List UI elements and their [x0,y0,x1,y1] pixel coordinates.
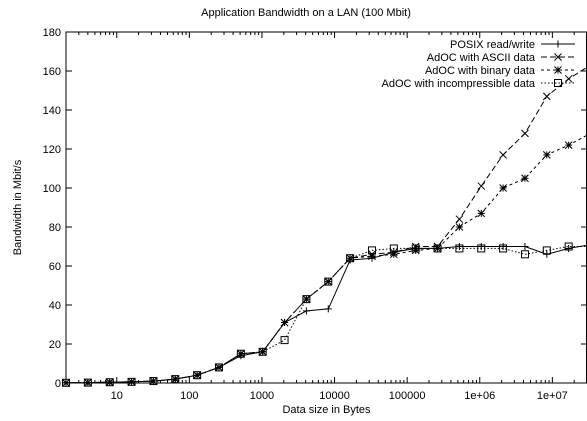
data-point [411,244,420,253]
series-1 [62,243,587,387]
data-point [564,74,573,83]
data-point [499,184,507,192]
series-line [65,66,587,384]
data-point [280,336,289,345]
data-point [62,378,70,387]
y-tick-label: 60 [49,261,61,273]
data-point [302,307,310,315]
x-tick-label: 1e+06 [464,390,495,402]
data-point [62,378,70,387]
data-point [346,254,355,263]
series-line [65,246,587,384]
data-point [554,79,562,87]
data-point [477,209,486,218]
data-point [521,129,529,138]
data-point [236,349,245,358]
data-point [521,174,529,183]
data-point [324,305,332,313]
y-tick-label: 20 [49,339,61,351]
x-tick-label: 1e+07 [537,390,568,402]
data-point [499,150,507,159]
data-point [324,277,333,286]
data-point [455,223,464,231]
series-2 [62,61,587,387]
series-line [65,244,587,384]
data-point [258,347,267,356]
data-point [455,243,463,250]
y-axis-title: Bandwidth in Mbit/s [12,159,24,255]
data-point [149,377,158,385]
y-tick-label: 80 [49,222,61,234]
data-point [542,150,551,159]
series-3 [62,129,587,387]
legend-label: AdOC with ASCII data [427,52,536,64]
y-tick-label: 100 [43,183,61,195]
data-point [542,92,551,101]
data-point [302,295,311,304]
chart-title: Application Bandwidth on a LAN (100 Mbit… [201,7,411,19]
x-tick-label: 1000 [250,390,274,402]
data-point [105,378,114,387]
y-axis: 0 20 40 60 80 100 120 140 160 180 [43,27,587,390]
x-tick-label: 100000 [389,390,426,402]
data-point [554,66,562,74]
data-point [521,243,529,250]
data-point [542,246,551,255]
legend-label: AdOC with incompressible data [382,78,536,90]
data-point [455,244,464,253]
data-point [193,371,201,380]
data-point [236,349,245,358]
data-point [389,250,398,259]
data-point [477,243,485,250]
legend-label: POSIX read/write [450,39,535,51]
data-point [389,244,398,253]
y-tick-label: 0 [55,378,61,390]
data-point [280,318,289,327]
data-point [367,246,376,255]
data-point [477,182,486,190]
data-point [127,377,136,386]
data-point [499,243,507,250]
y-tick-label: 140 [43,105,61,117]
data-point [554,40,562,48]
data-point [105,378,114,387]
x-axis: 10 100 1000 10000 100000 1e+06 1e+07 [65,32,587,402]
data-point [193,371,202,380]
data-point [368,252,376,261]
y-tick-label: 40 [49,300,61,312]
legend-label: AdOC with binary data [425,65,536,77]
data-point [455,215,464,224]
y-tick-label: 120 [43,144,61,156]
series-line [65,134,587,384]
y-tick-label: 180 [43,27,61,39]
data-point [433,244,442,253]
data-point [411,246,420,255]
x-tick-label: 10 [111,390,123,402]
data-point [83,378,92,387]
data-point [499,244,508,253]
x-tick-label: 10000 [319,390,350,402]
data-point [565,244,573,252]
y-tick-label: 160 [43,66,61,78]
data-point [520,250,529,259]
data-point [127,377,136,386]
x-tick-label: 100 [180,390,198,402]
data-point [171,375,180,384]
series-layer [62,61,587,387]
data-point [564,242,573,251]
data-point [433,244,442,253]
data-point [564,141,573,149]
data-point [477,244,486,253]
data-point [554,53,562,61]
data-point [258,347,267,356]
data-point [214,363,223,372]
series-4 [62,242,587,387]
data-point [149,377,158,386]
x-axis-title: Data size in Bytes [282,404,371,416]
